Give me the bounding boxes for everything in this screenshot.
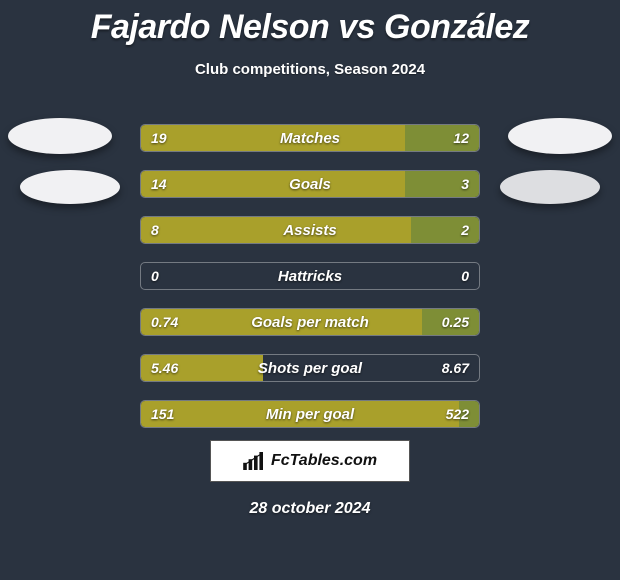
player2-avatar-bottom xyxy=(500,170,600,204)
stat-row: 82Assists xyxy=(140,216,480,244)
stat-label: Assists xyxy=(141,217,479,243)
date-label: 28 october 2024 xyxy=(0,500,620,518)
player1-avatar-bottom xyxy=(20,170,120,204)
comparison-bars: 1912Matches 143Goals 82Assists 00Hattricks 0… xyxy=(140,124,480,446)
stat-label: Hattricks xyxy=(141,263,479,289)
stat-label: Goals per match xyxy=(141,309,479,335)
stat-label: Min per goal xyxy=(141,401,479,427)
stat-row: 0.740.25Goals per match xyxy=(140,308,480,336)
stat-row: 1912Matches xyxy=(140,124,480,152)
watermark-text: FcTables.com xyxy=(271,452,377,470)
stat-label: Goals xyxy=(141,171,479,197)
player2-avatar-top xyxy=(508,118,612,154)
fctables-logo-icon xyxy=(243,452,265,470)
stat-row: 151522Min per goal xyxy=(140,400,480,428)
stat-label: Matches xyxy=(141,125,479,151)
stat-row: 5.468.67Shots per goal xyxy=(140,354,480,382)
watermark: FcTables.com xyxy=(210,440,410,482)
page-title: Fajardo Nelson vs González xyxy=(0,0,620,47)
stat-row: 00Hattricks xyxy=(140,262,480,290)
subtitle: Club competitions, Season 2024 xyxy=(0,61,620,78)
player1-avatar-top xyxy=(8,118,112,154)
stat-label: Shots per goal xyxy=(141,355,479,381)
stat-row: 143Goals xyxy=(140,170,480,198)
